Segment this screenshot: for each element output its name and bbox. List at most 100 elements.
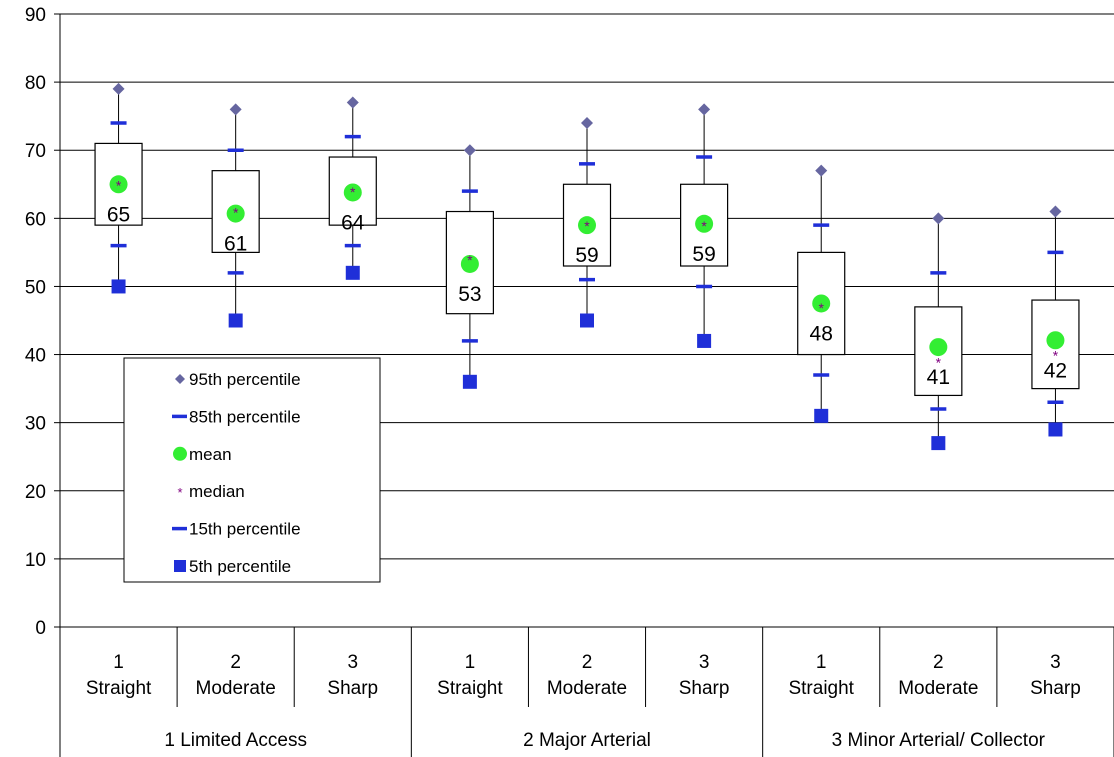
legend-label: 85th percentile (189, 407, 301, 426)
legend-median-symbol: * (177, 485, 182, 500)
y-tick-label: 80 (25, 73, 46, 94)
y-tick-label: 60 (25, 209, 46, 230)
p95-marker (932, 212, 945, 225)
mean-marker (929, 338, 948, 357)
legend-mean-symbol (173, 446, 187, 461)
p95-marker (581, 116, 593, 129)
legend-item-p85: 85th percentile (172, 407, 301, 426)
y-tick-label: 30 (25, 414, 46, 435)
category-label-number: 2 (582, 652, 593, 673)
category-label-name: Sharp (327, 678, 378, 699)
mean-marker (695, 214, 714, 233)
x-axis: 1 Straight 2 Moderate 3 Sharp 1 Limited Access… (59, 626, 1114, 757)
category-label-number: 1 (816, 652, 827, 673)
y-tick-label: 20 (25, 482, 46, 503)
category-label-number: 3 (699, 652, 710, 673)
data-label: 42 (1044, 359, 1067, 382)
category-label-name: Moderate (547, 678, 627, 699)
mean-marker (578, 216, 596, 235)
data-label: 65 (107, 203, 130, 226)
p95-marker (815, 164, 828, 177)
legend-item-median: * median (177, 482, 244, 501)
category-label-name: Sharp (679, 678, 730, 699)
p95-marker (463, 144, 476, 157)
legend-p5-symbol (174, 560, 186, 572)
median-marker: * (467, 252, 473, 268)
y-tick-label: 90 (25, 5, 46, 26)
data-label: 59 (575, 244, 598, 267)
p95-marker (229, 103, 242, 116)
data-label: 41 (927, 366, 950, 389)
median-marker: * (584, 218, 590, 234)
data-label: 48 (810, 322, 833, 345)
box-5: * 59 (562, 116, 612, 328)
box-6: * 59 (680, 103, 729, 348)
y-tick-label: 70 (25, 141, 46, 162)
median-marker: * (350, 184, 356, 200)
y-tick-label: 10 (25, 550, 46, 571)
category-label-number: 2 (230, 652, 241, 673)
group-label: 2 Major Arterial (523, 730, 651, 751)
p5-marker (228, 313, 243, 328)
y-axis: 0 10 20 30 40 50 60 70 80 90 (25, 5, 61, 639)
mean-marker (109, 175, 128, 194)
legend-item-p95: 95th percentile (175, 370, 301, 389)
legend-label: mean (189, 445, 232, 464)
category-label-number: 3 (1050, 652, 1061, 673)
group-label: 1 Limited Access (164, 730, 307, 751)
median-marker: * (701, 218, 707, 234)
mean-marker (460, 254, 479, 273)
box-1: * 65 (94, 82, 143, 294)
p5-marker (580, 313, 594, 328)
box-series: *65 *61*64*53*59*59*48*41*42 (94, 82, 1080, 451)
p5-marker (111, 279, 126, 294)
p95-marker (1049, 205, 1062, 218)
box-2: * 61 (211, 103, 260, 328)
category-label-number: 1 (113, 652, 124, 673)
category-label-number: 3 (347, 652, 358, 673)
mean-marker (343, 183, 362, 202)
legend-label: 5th percentile (189, 557, 291, 576)
legend-item-mean: mean (173, 445, 232, 464)
p95-marker (112, 82, 125, 95)
category-label-number: 2 (933, 652, 944, 673)
legend: 95th percentile 85th percentile mean * media… (123, 357, 381, 583)
data-label: 59 (692, 243, 715, 266)
mean-marker (226, 204, 245, 223)
p5-marker (1048, 422, 1063, 437)
median-marker: * (116, 177, 122, 193)
p5-marker (462, 374, 477, 389)
legend-label: 15th percentile (189, 520, 301, 539)
p95-marker (346, 96, 359, 109)
y-tick-label: 40 (25, 346, 46, 367)
box-8: *41 (914, 212, 963, 451)
p5-marker (931, 436, 946, 451)
y-tick-label: 50 (25, 277, 46, 298)
legend-box (123, 357, 381, 583)
box-4: * 53 (445, 144, 494, 389)
median-marker: * (1053, 348, 1059, 364)
median-marker: * (936, 354, 942, 370)
group-label: 3 Minor Arterial/ Collector (832, 730, 1046, 751)
p5-marker (814, 408, 829, 423)
p5-marker (697, 333, 712, 348)
category-label-name: Straight (788, 678, 854, 699)
median-marker: * (233, 205, 239, 221)
legend-label: 95th percentile (189, 370, 301, 389)
p95-marker (698, 103, 711, 116)
legend-label: median (189, 482, 245, 501)
legend-p95-symbol (175, 374, 185, 384)
category-label-name: Moderate (898, 678, 978, 699)
data-label: 64 (341, 211, 365, 234)
mean-marker (1046, 331, 1065, 350)
category-label-number: 1 (465, 652, 476, 673)
category-label-name: Straight (437, 678, 503, 699)
data-label: 53 (458, 283, 481, 306)
legend-item-p15: 15th percentile (172, 520, 301, 539)
p5-marker (345, 265, 360, 280)
box-9: *42 (1031, 205, 1080, 437)
category-label-name: Straight (86, 678, 152, 699)
category-label-name: Moderate (196, 678, 276, 699)
data-label: 61 (224, 233, 247, 256)
